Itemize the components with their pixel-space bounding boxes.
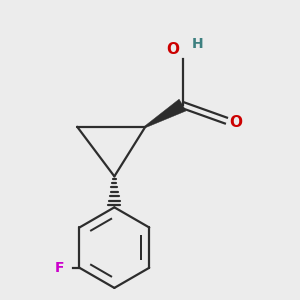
Text: O: O — [167, 42, 179, 57]
Text: F: F — [55, 261, 64, 275]
Text: H: H — [192, 37, 203, 51]
Text: O: O — [229, 115, 242, 130]
Polygon shape — [145, 99, 186, 128]
